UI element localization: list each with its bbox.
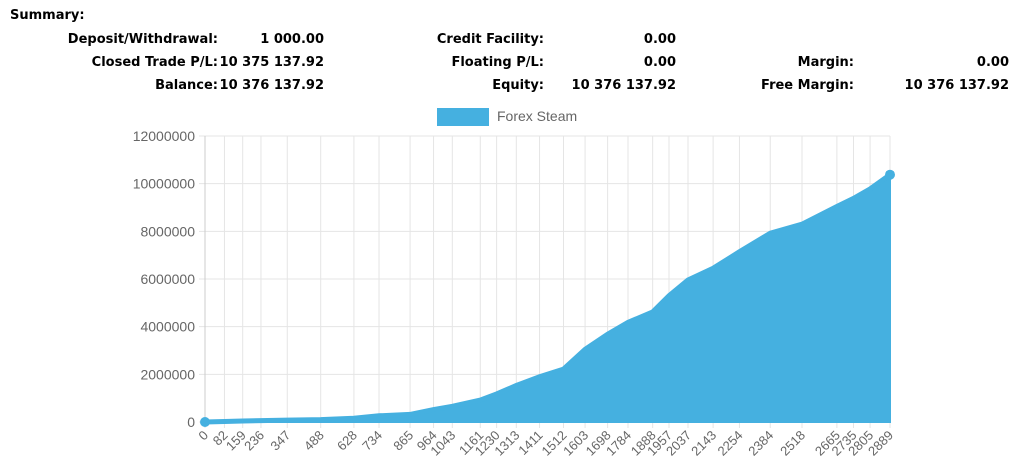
closed-trade-pl-label: Closed Trade P/L: — [91, 55, 218, 70]
equity-value: 10 376 137.92 — [571, 78, 676, 93]
legend-label-forex-steam: Forex Steam — [497, 108, 577, 124]
legend-swatch-forex-steam — [437, 108, 489, 126]
equity-label: Equity: — [492, 78, 544, 93]
x-tick-label: 1411 — [515, 428, 545, 458]
closed-trade-pl-value: 10 375 137.92 — [219, 55, 324, 70]
series-point-end — [885, 169, 895, 180]
credit-facility-value: 0.00 — [643, 32, 676, 47]
y-tick-label: 2000000 — [140, 366, 195, 382]
y-tick-label: 0 — [187, 414, 195, 430]
series-area-forex-steam — [204, 172, 891, 423]
equity-chart: 0 2000000 4000000 6000000 8000000 10000000 120… — [133, 108, 896, 459]
balance-value: 10 376 137.92 — [219, 78, 324, 93]
margin-value: 0.00 — [976, 55, 1009, 70]
x-tick-label: 865 — [390, 428, 416, 454]
x-tick-label: 734 — [359, 428, 385, 454]
free-margin-value: 10 376 137.92 — [904, 78, 1009, 93]
y-tick-label: 6000000 — [140, 271, 195, 287]
summary-title: Summary: — [10, 8, 85, 23]
free-margin-label: Free Margin: — [761, 78, 854, 93]
series-point-start — [200, 416, 210, 427]
x-tick-label: 236 — [241, 428, 267, 454]
series-line-forex-steam — [202, 172, 893, 425]
x-tick-label: 2254 — [715, 428, 746, 459]
x-tick-label: 488 — [301, 428, 327, 454]
x-tick-label: 2518 — [777, 428, 808, 459]
x-tick-label: 2143 — [688, 428, 719, 459]
x-tick-label: 628 — [334, 428, 360, 454]
floating-pl-value: 0.00 — [643, 55, 676, 70]
margin-label: Margin: — [797, 55, 854, 70]
balance-label: Balance: — [155, 78, 218, 93]
floating-pl-label: Floating P/L: — [451, 55, 544, 70]
deposit-withdrawal-value: 1 000.00 — [260, 32, 324, 47]
deposit-withdrawal-label: Deposit/Withdrawal: — [67, 32, 218, 47]
y-tick-label: 8000000 — [140, 223, 195, 239]
credit-facility-label: Credit Facility: — [436, 32, 544, 47]
y-tick-label: 4000000 — [140, 319, 195, 335]
x-tick-label: 0 — [195, 428, 211, 444]
x-tick-label: 347 — [267, 428, 293, 454]
y-tick-label: 10000000 — [133, 176, 196, 192]
x-tick-label: 2384 — [745, 428, 776, 459]
y-tick-label: 12000000 — [133, 128, 196, 144]
